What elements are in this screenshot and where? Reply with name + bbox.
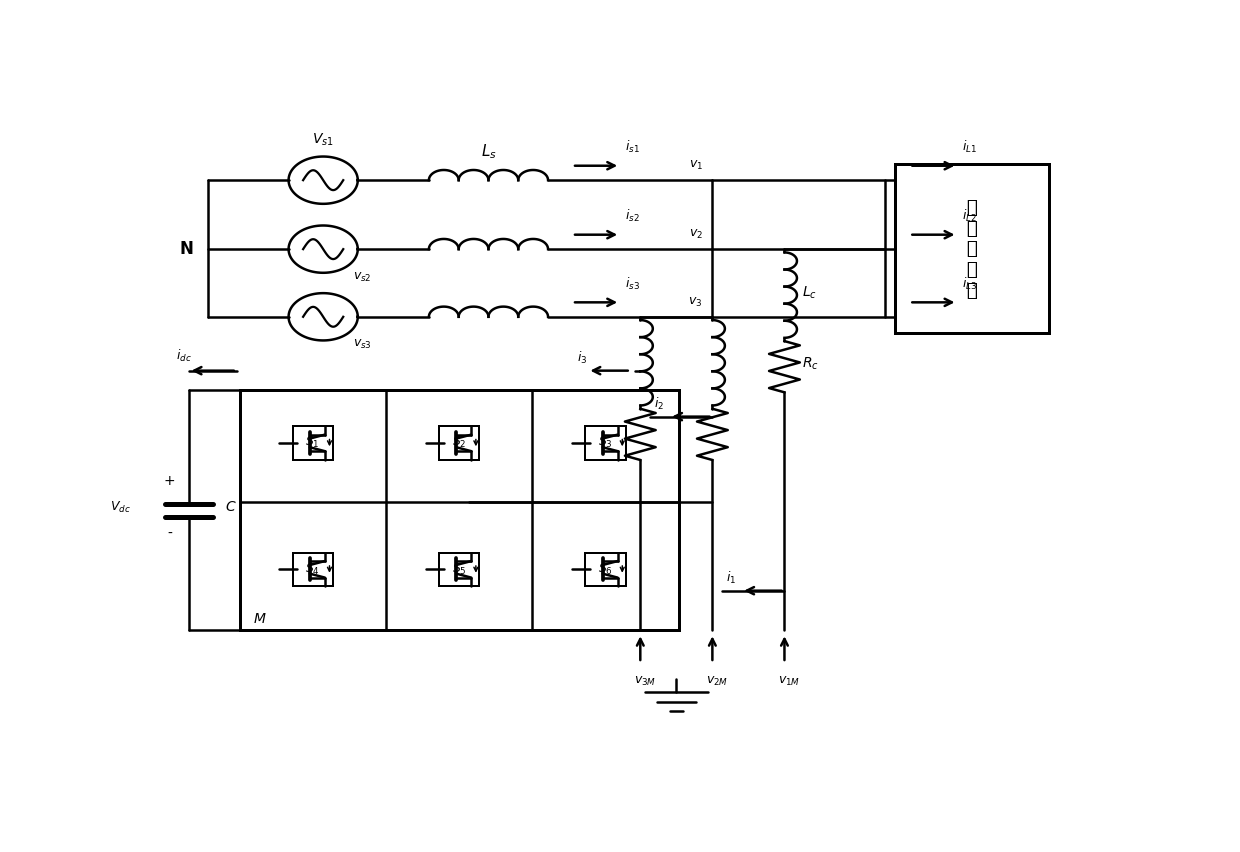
Text: $S_1$: $S_1$ bbox=[305, 435, 320, 450]
Text: $S_4$: $S_4$ bbox=[305, 561, 320, 576]
Text: 非
线
性
负
载: 非 线 性 负 载 bbox=[966, 199, 977, 300]
Text: $i_{L2}$: $i_{L2}$ bbox=[962, 208, 977, 223]
Bar bbox=[293, 553, 334, 586]
Text: $L_s$: $L_s$ bbox=[481, 142, 496, 161]
Bar bbox=[585, 427, 626, 460]
Text: $i_{s3}$: $i_{s3}$ bbox=[625, 275, 640, 291]
Text: $v_1$: $v_1$ bbox=[688, 158, 703, 172]
Text: N: N bbox=[180, 240, 193, 258]
Text: $i_{L3}$: $i_{L3}$ bbox=[962, 275, 977, 291]
Text: $V_{s1}$: $V_{s1}$ bbox=[312, 131, 334, 147]
Text: $i_2$: $i_2$ bbox=[655, 395, 665, 412]
Text: $i_{s2}$: $i_{s2}$ bbox=[625, 208, 640, 223]
Text: $v_{3M}$: $v_{3M}$ bbox=[634, 674, 656, 687]
Text: $S_2$: $S_2$ bbox=[451, 435, 466, 450]
Text: $i_1$: $i_1$ bbox=[727, 569, 737, 585]
Text: $v_{1M}$: $v_{1M}$ bbox=[779, 674, 800, 687]
Text: M: M bbox=[254, 612, 267, 625]
Text: $S_6$: $S_6$ bbox=[598, 561, 613, 576]
Text: $v_{2M}$: $v_{2M}$ bbox=[706, 674, 728, 687]
Text: C: C bbox=[226, 499, 234, 514]
Text: $i_{dc}$: $i_{dc}$ bbox=[176, 348, 192, 364]
Text: $i_3$: $i_3$ bbox=[578, 349, 588, 366]
Text: $v_{s2}$: $v_{s2}$ bbox=[353, 270, 372, 283]
Text: $R_c$: $R_c$ bbox=[802, 355, 818, 371]
Text: $L_c$: $L_c$ bbox=[802, 284, 817, 300]
Text: -: - bbox=[167, 526, 172, 540]
Bar bbox=[895, 164, 1049, 334]
Text: $v_{s3}$: $v_{s3}$ bbox=[353, 337, 372, 351]
Text: $v_3$: $v_3$ bbox=[688, 296, 703, 308]
Text: $V_{dc}$: $V_{dc}$ bbox=[110, 499, 131, 515]
Bar bbox=[439, 553, 480, 586]
Bar bbox=[439, 427, 480, 460]
Bar bbox=[293, 427, 334, 460]
Bar bbox=[239, 391, 678, 630]
Text: 非
线
性
负
载: 非 线 性 负 载 bbox=[966, 199, 977, 300]
Bar bbox=[585, 553, 626, 586]
Text: $v_2$: $v_2$ bbox=[688, 227, 703, 241]
Text: $S_3$: $S_3$ bbox=[598, 435, 613, 450]
Text: $i_{L1}$: $i_{L1}$ bbox=[962, 139, 977, 155]
Text: $S_5$: $S_5$ bbox=[451, 561, 466, 576]
Text: +: + bbox=[164, 474, 175, 487]
Text: $i_{s1}$: $i_{s1}$ bbox=[625, 139, 640, 155]
